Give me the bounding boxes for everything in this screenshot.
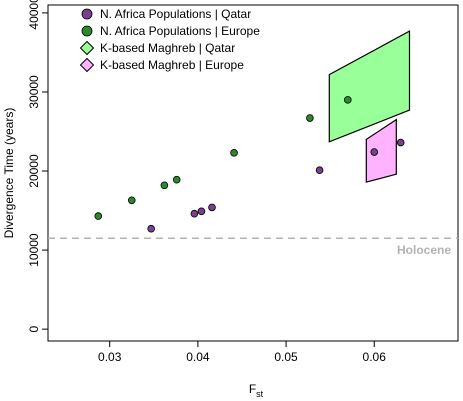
x-axis-title-main: F: [249, 382, 256, 396]
legend-label-2: K-based Maghreb | Qatar: [100, 41, 235, 55]
data-point-series-1: [127, 196, 136, 205]
x-tick-label: 0.05: [274, 350, 298, 364]
holocene-label: Holocene: [397, 243, 451, 257]
reference-layer: Holocene: [48, 237, 458, 257]
y-tick-label: 40000: [27, 0, 41, 30]
x-tick-label: 0.03: [98, 350, 122, 364]
data-point-series-1: [343, 96, 352, 104]
x-tick-label: 0.06: [363, 350, 387, 364]
legend-marker-2: [79, 40, 95, 56]
data-point-series-0: [197, 207, 206, 216]
legend: N. Africa Populations | Qatar N. Africa P…: [79, 7, 260, 73]
legend-marker-0: [81, 8, 93, 20]
axis-layer: 0.03 0.04 0.05 0.06 0 10000 20000 30000 40000: [27, 0, 386, 364]
data-point-series-1: [94, 212, 103, 220]
region-3: [365, 118, 397, 183]
y-tick-label: 10000: [27, 233, 41, 267]
data-point-series-0: [370, 148, 379, 156]
legend-marker-1: [81, 25, 93, 37]
data-point-series-0: [208, 203, 216, 212]
x-tick-label: 0.04: [186, 350, 210, 364]
y-axis-title: Divergence Time (years): [2, 108, 16, 239]
data-point-series-0: [396, 138, 405, 147]
x-axis-title-subscript: st: [256, 389, 264, 399]
y-tick-label: 20000: [27, 154, 41, 188]
legend-marker-3: [79, 57, 95, 73]
data-point-series-0: [147, 224, 155, 233]
data-point-series-1: [160, 181, 169, 190]
y-tick-label: 30000: [27, 75, 41, 109]
data-point-series-1: [172, 175, 181, 184]
point-layer: [94, 96, 405, 233]
legend-label-0: N. Africa Populations | Qatar: [100, 7, 251, 21]
plot-frame: [47, 4, 459, 342]
region-layer: [328, 30, 411, 183]
data-point-series-0: [190, 209, 199, 218]
data-point-series-0: [315, 166, 324, 175]
y-tick-label: 0: [27, 325, 41, 332]
legend-label-3: K-based Maghreb | Europe: [100, 58, 244, 72]
data-point-series-1: [306, 114, 314, 122]
region-2: [328, 30, 411, 143]
data-point-series-1: [230, 149, 238, 157]
legend-label-1: N. Africa Populations | Europe: [100, 24, 260, 38]
x-axis-title: Fst: [249, 382, 264, 399]
